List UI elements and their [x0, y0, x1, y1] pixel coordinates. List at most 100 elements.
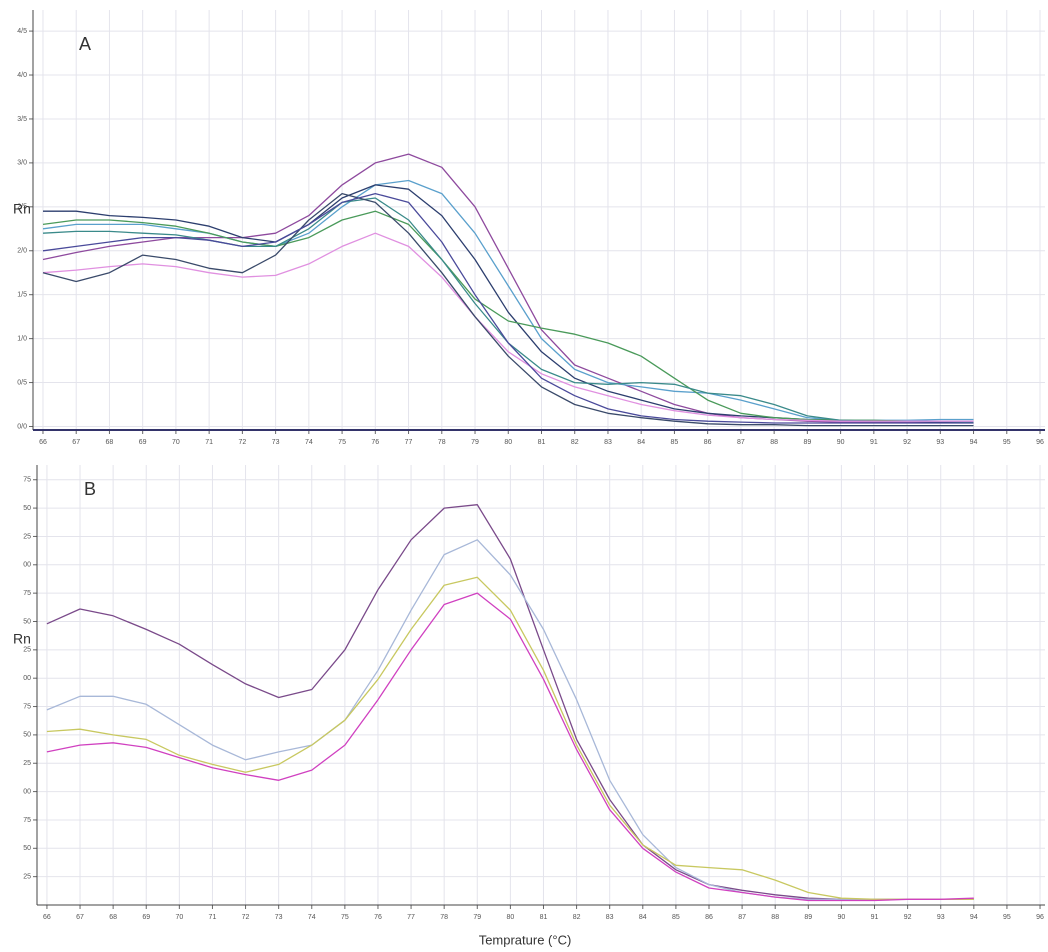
- x-tick-label: 86: [705, 914, 713, 921]
- x-tick-label: 90: [837, 439, 845, 446]
- y-tick-label: 1/5: [17, 292, 27, 299]
- panel-title: A: [79, 34, 91, 54]
- y-tick-label: 00: [23, 788, 31, 795]
- x-tick-label: 92: [904, 914, 912, 921]
- x-tick-label: 96: [1036, 439, 1044, 446]
- x-tick-label: 74: [305, 439, 313, 446]
- x-tick-label: 78: [440, 914, 448, 921]
- y-tick-label: 3/5: [17, 116, 27, 123]
- x-tick-label: 95: [1003, 439, 1011, 446]
- series-line: [46, 576, 974, 900]
- y-tick-label: 75: [23, 590, 31, 597]
- y-tick-label: 75: [23, 703, 31, 710]
- x-tick-label: 88: [771, 914, 779, 921]
- x-tick-label: 70: [175, 914, 183, 921]
- x-tick-label: 68: [109, 914, 117, 921]
- x-tick-label: 83: [606, 914, 614, 921]
- x-tick-label: 76: [371, 439, 379, 446]
- x-tick-label: 87: [738, 914, 746, 921]
- x-tick-label: 79: [473, 914, 481, 921]
- x-tick-label: 91: [870, 439, 878, 446]
- x-tick-label: 74: [308, 914, 316, 921]
- x-tick-label: 72: [238, 439, 246, 446]
- y-axis-label: Rn: [13, 631, 31, 647]
- y-tick-label: 25: [23, 533, 31, 540]
- x-tick-label: 72: [242, 914, 250, 921]
- x-tick-label: 96: [1036, 914, 1044, 921]
- panel-title: B: [84, 479, 96, 499]
- x-tick-label: 83: [604, 439, 612, 446]
- series-line: [42, 192, 974, 427]
- y-tick-label: 0/5: [17, 379, 27, 386]
- x-tick-label: 91: [871, 914, 879, 921]
- y-tick-label: 00: [23, 562, 31, 569]
- x-tick-label: 66: [43, 914, 51, 921]
- series-line: [42, 153, 974, 423]
- x-tick-label: 94: [970, 914, 978, 921]
- x-tick-label: 94: [970, 439, 978, 446]
- y-tick-label: 4/5: [17, 28, 27, 35]
- x-tick-label: 82: [573, 914, 581, 921]
- x-tick-label: 80: [506, 914, 514, 921]
- series-line: [46, 539, 974, 900]
- y-tick-label: 25: [23, 760, 31, 767]
- x-tick-label: 71: [209, 914, 217, 921]
- y-tick-label: 2/0: [17, 248, 27, 255]
- x-tick-label: 93: [936, 439, 944, 446]
- x-tick-label: 89: [804, 914, 812, 921]
- x-tick-label: 85: [672, 914, 680, 921]
- x-tick-label: 87: [737, 439, 745, 446]
- x-tick-label: 82: [571, 439, 579, 446]
- x-tick-label: 71: [205, 439, 213, 446]
- x-tick-label: 86: [704, 439, 712, 446]
- x-tick-label: 77: [405, 439, 413, 446]
- x-tick-label: 88: [770, 439, 778, 446]
- series-line: [46, 592, 974, 902]
- y-tick-label: 0/0: [17, 423, 27, 430]
- y-tick-label: 75: [23, 817, 31, 824]
- x-tick-label: 75: [338, 439, 346, 446]
- y-tick-label: 25: [23, 873, 31, 880]
- series-line: [42, 192, 974, 424]
- x-tick-label: 73: [272, 439, 280, 446]
- y-tick-label: 50: [23, 732, 31, 739]
- y-tick-label: 4/0: [17, 72, 27, 79]
- y-axis-label: Rn: [13, 201, 31, 217]
- x-tick-label: 92: [903, 439, 911, 446]
- x-tick-label: 66: [39, 439, 47, 446]
- series-line: [46, 504, 974, 900]
- x-tick-label: 69: [139, 439, 147, 446]
- x-tick-label: 73: [275, 914, 283, 921]
- x-tick-label: 78: [438, 439, 446, 446]
- x-tick-label: 75: [341, 914, 349, 921]
- x-tick-label: 95: [1003, 914, 1011, 921]
- y-tick-label: 75: [23, 477, 31, 484]
- y-tick-label: 3/0: [17, 160, 27, 167]
- series-line: [42, 210, 974, 422]
- x-tick-label: 84: [639, 914, 647, 921]
- x-tick-label: 89: [803, 439, 811, 446]
- y-tick-label: 2/5: [17, 204, 27, 211]
- y-tick-label: 1/0: [17, 335, 27, 342]
- x-tick-label: 76: [374, 914, 382, 921]
- x-axis-label: Temprature (°C): [479, 932, 572, 947]
- y-tick-label: 50: [23, 505, 31, 512]
- x-tick-label: 81: [538, 439, 546, 446]
- x-tick-label: 67: [76, 914, 84, 921]
- x-tick-label: 84: [637, 439, 645, 446]
- y-tick-label: 50: [23, 618, 31, 625]
- series-line: [42, 179, 974, 421]
- x-tick-label: 93: [937, 914, 945, 921]
- x-tick-label: 85: [671, 439, 679, 446]
- y-tick-label: 00: [23, 675, 31, 682]
- series-line: [42, 232, 974, 422]
- x-tick-label: 79: [471, 439, 479, 446]
- x-tick-label: 70: [172, 439, 180, 446]
- x-tick-label: 68: [106, 439, 114, 446]
- x-tick-label: 77: [407, 914, 415, 921]
- x-tick-label: 69: [142, 914, 150, 921]
- y-tick-label: 50: [23, 845, 31, 852]
- x-tick-label: 67: [72, 439, 80, 446]
- x-tick-label: 80: [504, 439, 512, 446]
